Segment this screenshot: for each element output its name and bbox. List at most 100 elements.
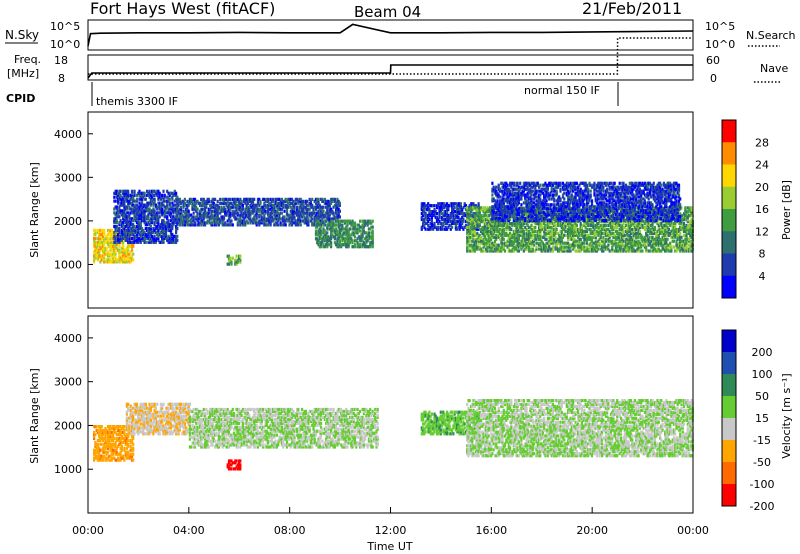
data-cell bbox=[275, 201, 278, 205]
data-cell bbox=[115, 238, 118, 242]
data-cell bbox=[129, 217, 132, 221]
data-cell bbox=[140, 211, 144, 215]
data-cell bbox=[175, 209, 178, 213]
data-cell bbox=[611, 239, 614, 243]
data-cell bbox=[153, 189, 156, 193]
data-cell bbox=[575, 223, 578, 228]
data-cell bbox=[321, 199, 324, 203]
data-cell bbox=[330, 243, 333, 247]
data-cell bbox=[422, 204, 425, 208]
data-cell bbox=[477, 208, 480, 212]
data-cell bbox=[435, 215, 439, 220]
data-cell bbox=[207, 197, 210, 201]
data-cell bbox=[261, 217, 265, 221]
data-cell bbox=[357, 243, 360, 247]
data-cell bbox=[129, 197, 132, 201]
data-cell bbox=[269, 213, 272, 217]
data-cell bbox=[371, 241, 374, 245]
data-cell bbox=[256, 221, 260, 225]
data-cell bbox=[225, 223, 228, 227]
data-cell bbox=[153, 238, 156, 242]
data-cell bbox=[169, 234, 173, 238]
data-cell bbox=[319, 243, 323, 247]
data-cell bbox=[120, 238, 123, 242]
data-cell bbox=[423, 204, 426, 208]
data-cell bbox=[342, 237, 345, 241]
data-cell bbox=[287, 205, 290, 209]
data-cell bbox=[319, 233, 323, 237]
data-cell bbox=[113, 234, 116, 238]
data-cell bbox=[336, 241, 339, 245]
data-cell bbox=[158, 225, 161, 229]
data-cell bbox=[113, 217, 116, 221]
data-cell bbox=[551, 249, 554, 253]
data-cell bbox=[212, 217, 215, 221]
data-cell bbox=[353, 243, 357, 247]
data-cell bbox=[140, 215, 144, 219]
data-cell bbox=[355, 231, 358, 235]
data-cell bbox=[119, 201, 122, 205]
data-cell bbox=[94, 232, 97, 237]
data-cell bbox=[301, 203, 304, 207]
data-cell bbox=[337, 235, 340, 239]
data-cell bbox=[467, 218, 470, 222]
data-cell bbox=[314, 225, 318, 229]
data-cell bbox=[100, 228, 103, 233]
data-cell bbox=[370, 235, 373, 239]
data-cell bbox=[258, 203, 261, 207]
data-cell bbox=[181, 213, 184, 217]
data-cell bbox=[350, 237, 353, 241]
data-cell bbox=[345, 225, 348, 229]
data-cell bbox=[175, 230, 178, 235]
data-cell bbox=[423, 219, 426, 223]
data-cell bbox=[219, 211, 222, 215]
data-cell bbox=[461, 210, 464, 214]
data-cell bbox=[129, 211, 132, 215]
data-cell bbox=[172, 240, 175, 244]
data-cell bbox=[366, 239, 369, 243]
data-cell bbox=[321, 219, 324, 223]
data-cell bbox=[423, 206, 426, 210]
data-cell bbox=[304, 217, 307, 221]
data-cell bbox=[238, 201, 241, 205]
data-cell bbox=[422, 213, 425, 218]
data-cell bbox=[123, 227, 126, 231]
data-cell bbox=[142, 217, 145, 221]
data-cell bbox=[321, 213, 324, 217]
data-cell bbox=[164, 199, 168, 203]
data-cell bbox=[206, 219, 209, 223]
data-cell bbox=[335, 229, 338, 233]
data-cell bbox=[353, 231, 357, 235]
data-cell bbox=[133, 217, 136, 221]
data-cell bbox=[193, 207, 197, 211]
data-cell bbox=[222, 217, 226, 221]
data-cell bbox=[371, 239, 374, 243]
data-cell bbox=[137, 205, 140, 209]
data-cell bbox=[439, 210, 442, 214]
data-cell bbox=[459, 210, 462, 214]
data-cell bbox=[238, 207, 241, 211]
data-cell bbox=[457, 219, 460, 223]
data-cell bbox=[124, 191, 127, 195]
data-cell bbox=[222, 199, 226, 203]
data-cell bbox=[232, 201, 236, 205]
data-cell bbox=[188, 213, 191, 217]
data-cell bbox=[144, 227, 147, 231]
data-cell bbox=[331, 225, 334, 229]
data-cell bbox=[161, 234, 164, 238]
data-cell bbox=[128, 223, 131, 227]
data-cell bbox=[355, 227, 358, 231]
data-cell bbox=[328, 211, 331, 215]
data-cell bbox=[111, 260, 115, 264]
data-cell bbox=[158, 201, 161, 205]
data-cell bbox=[185, 219, 188, 223]
data-cell bbox=[171, 197, 174, 201]
data-cell bbox=[122, 254, 125, 258]
data-cell bbox=[270, 203, 273, 207]
data-cell bbox=[104, 248, 107, 252]
data-cell bbox=[297, 209, 300, 213]
data-cell bbox=[142, 230, 145, 235]
data-cell bbox=[347, 231, 350, 235]
data-cell bbox=[275, 217, 278, 221]
data-cell bbox=[299, 223, 302, 227]
